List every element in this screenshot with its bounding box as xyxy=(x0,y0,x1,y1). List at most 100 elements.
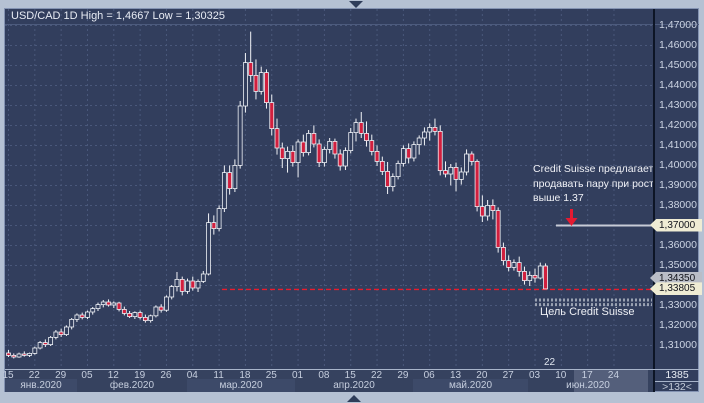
candle-body[interactable] xyxy=(121,308,127,314)
candle-body[interactable] xyxy=(511,262,517,268)
candle-body[interactable] xyxy=(406,148,412,159)
candle-body[interactable] xyxy=(506,260,512,268)
candle-body[interactable] xyxy=(337,153,343,167)
candle-body[interactable] xyxy=(269,102,275,129)
candle-body[interactable] xyxy=(237,105,243,166)
counter-bottom[interactable]: >132< xyxy=(662,381,692,393)
candle-body[interactable] xyxy=(169,286,175,298)
candle-body[interactable] xyxy=(400,148,406,164)
candle-body[interactable] xyxy=(37,342,43,349)
candle-body[interactable] xyxy=(206,222,211,275)
candle-body[interactable] xyxy=(106,301,111,306)
candle-body[interactable] xyxy=(153,306,159,317)
candle-body[interactable] xyxy=(174,278,180,287)
candle-body[interactable] xyxy=(358,122,364,134)
candle-body[interactable] xyxy=(474,160,480,207)
candle-body[interactable] xyxy=(53,331,59,338)
candle-body[interactable] xyxy=(290,150,296,163)
candle-body[interactable] xyxy=(343,150,348,167)
candle-body[interactable] xyxy=(416,137,422,145)
candle-body[interactable] xyxy=(127,312,132,317)
scroll-marker-top-icon[interactable] xyxy=(349,1,363,8)
candle-body[interactable] xyxy=(158,306,164,311)
candle-body[interactable] xyxy=(95,304,101,310)
candle-body[interactable] xyxy=(279,147,285,160)
candle-body[interactable] xyxy=(32,347,38,354)
candle-body[interactable] xyxy=(142,316,148,321)
candle-body[interactable] xyxy=(285,150,290,159)
candle-body[interactable] xyxy=(390,176,396,188)
candle-body[interactable] xyxy=(116,302,122,310)
candle-body[interactable] xyxy=(79,314,85,318)
candle-body[interactable] xyxy=(327,140,333,150)
candle-body[interactable] xyxy=(6,352,11,356)
candle-body[interactable] xyxy=(295,141,301,164)
candle-body[interactable] xyxy=(58,331,64,335)
candle-body[interactable] xyxy=(16,353,22,358)
candle-body[interactable] xyxy=(221,172,227,210)
candle-body[interactable] xyxy=(479,206,485,217)
candle-body[interactable] xyxy=(543,265,548,290)
candle-body[interactable] xyxy=(274,128,280,149)
candle-body[interactable] xyxy=(437,130,443,171)
candle-body[interactable] xyxy=(100,301,106,305)
candle-body[interactable] xyxy=(300,141,306,154)
scroll-marker-bottom-icon[interactable] xyxy=(347,395,361,402)
candle-body[interactable] xyxy=(74,314,80,320)
candle-body[interactable] xyxy=(369,140,375,152)
candle-body[interactable] xyxy=(264,72,269,103)
candle-body[interactable] xyxy=(248,62,254,76)
candle-body[interactable] xyxy=(432,127,438,132)
candle-body[interactable] xyxy=(111,302,117,306)
candle-body[interactable] xyxy=(469,153,475,162)
candle-body[interactable] xyxy=(132,312,138,318)
candle-body[interactable] xyxy=(190,280,196,289)
candle-body[interactable] xyxy=(495,210,501,248)
candle-body[interactable] xyxy=(485,204,491,217)
candle-body[interactable] xyxy=(11,354,17,358)
candle-body[interactable] xyxy=(185,280,190,292)
candle-body[interactable] xyxy=(332,140,338,155)
candle-body[interactable] xyxy=(458,171,464,180)
candle-body[interactable] xyxy=(27,352,32,356)
candle-body[interactable] xyxy=(448,166,454,175)
candle-body[interactable] xyxy=(353,122,359,133)
candle-body[interactable] xyxy=(243,62,248,107)
candle-body[interactable] xyxy=(532,274,538,279)
candle-body[interactable] xyxy=(364,132,369,141)
candle-body[interactable] xyxy=(321,148,327,163)
candle-body[interactable] xyxy=(306,132,312,153)
candle-body[interactable] xyxy=(516,262,522,272)
candle-body[interactable] xyxy=(443,170,448,175)
candle-body[interactable] xyxy=(522,270,527,281)
candle-body[interactable] xyxy=(453,166,459,180)
candle-body[interactable] xyxy=(395,162,401,177)
candle-body[interactable] xyxy=(195,280,201,289)
candle-body[interactable] xyxy=(422,131,427,139)
candle-body[interactable] xyxy=(427,127,433,133)
candle-body[interactable] xyxy=(374,150,380,162)
candle-body[interactable] xyxy=(253,75,259,92)
candle-body[interactable] xyxy=(490,204,496,211)
candle-body[interactable] xyxy=(216,208,222,230)
candle-body[interactable] xyxy=(464,153,469,173)
candle-body[interactable] xyxy=(527,274,533,281)
candle-body[interactable] xyxy=(42,342,48,346)
candle-body[interactable] xyxy=(211,222,217,230)
candle-body[interactable] xyxy=(85,311,90,318)
candle-body[interactable] xyxy=(21,353,27,356)
candle-body[interactable] xyxy=(411,144,417,159)
candle-body[interactable] xyxy=(148,315,154,321)
candle-body[interactable] xyxy=(379,160,385,172)
candle-body[interactable] xyxy=(179,278,185,292)
candle-body[interactable] xyxy=(385,170,390,187)
candle-body[interactable] xyxy=(137,312,143,318)
candle-body[interactable] xyxy=(232,164,238,189)
candle-body[interactable] xyxy=(227,172,233,190)
candle-body[interactable] xyxy=(258,72,264,92)
candle-body[interactable] xyxy=(316,143,322,164)
candle-body[interactable] xyxy=(501,246,506,261)
candle-body[interactable] xyxy=(348,132,354,152)
candle-body[interactable] xyxy=(200,273,206,282)
